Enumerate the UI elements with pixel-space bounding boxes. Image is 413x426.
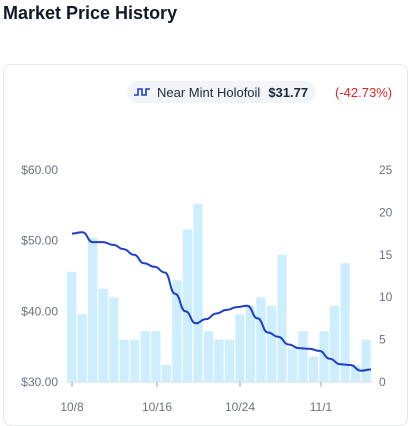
volume-bar <box>203 331 214 382</box>
price-line <box>71 231 372 372</box>
volume-bar <box>109 297 119 382</box>
volume-bar <box>77 314 87 382</box>
chart-legend[interactable]: Near Mint Holofoil $31.77 <box>127 81 317 103</box>
right-axis-tick-label: 5 <box>379 333 386 347</box>
right-axis-tick-label: 20 <box>379 205 393 219</box>
volume-bar <box>140 331 150 382</box>
right-axis-tick-label: 25 <box>379 163 393 177</box>
left-axis-ticks: $30.00 $40.00 $50.00 $60.00 <box>21 163 58 389</box>
x-axis-tick-label: 10/24 <box>225 400 255 414</box>
right-axis-tick-label: 10 <box>379 290 393 304</box>
volume-bar <box>329 305 340 382</box>
volume-bar <box>266 305 277 382</box>
left-axis-tick-label: $50.00 <box>21 234 58 248</box>
volume-bar <box>224 339 235 382</box>
right-axis-tick-label: 15 <box>379 248 393 262</box>
volume-bar <box>287 348 298 382</box>
right-axis-tick-label: 0 <box>379 375 386 389</box>
volume-bar <box>245 305 256 382</box>
volume-bar <box>88 237 98 382</box>
legend-price-change: (-42.73%) <box>335 85 393 100</box>
volume-bar <box>161 365 171 382</box>
volume-bar <box>172 280 182 382</box>
legend-series-name: Near Mint Holofoil <box>157 84 261 100</box>
volume-bar <box>256 297 266 382</box>
volume-bar <box>67 271 77 382</box>
volume-bar <box>319 331 329 382</box>
price-line-icon <box>134 88 150 96</box>
left-axis-tick-label: $60.00 <box>21 163 58 177</box>
left-axis-tick-label: $30.00 <box>21 375 58 389</box>
volume-bar <box>235 314 245 382</box>
volume-bar <box>151 331 161 382</box>
page-title: Market Price History <box>3 3 178 23</box>
price-line-path <box>71 231 372 372</box>
volume-bar <box>98 288 108 382</box>
x-axis-tick-label: 10/8 <box>60 400 84 414</box>
volume-bar <box>130 339 140 382</box>
left-axis-tick-label: $40.00 <box>21 304 58 318</box>
x-axis-ticks: 10/8 10/16 10/24 11/1 <box>60 382 333 414</box>
volume-bar <box>298 331 308 382</box>
volume-bar <box>308 356 319 382</box>
volume-bar <box>361 339 371 382</box>
volume-bar <box>193 203 203 382</box>
x-axis-tick-label: 11/1 <box>310 400 333 414</box>
right-axis-ticks: 0 5 10 15 20 25 <box>379 163 393 389</box>
legend-price: $31.77 <box>268 84 309 100</box>
volume-bar <box>214 339 224 382</box>
volume-bar <box>340 263 350 382</box>
volume-bar <box>350 365 361 382</box>
volume-bar <box>277 254 287 382</box>
volume-bars <box>67 203 371 382</box>
volume-bar <box>182 229 193 382</box>
volume-bar <box>119 339 129 382</box>
x-axis-tick-label: 10/16 <box>142 400 172 414</box>
